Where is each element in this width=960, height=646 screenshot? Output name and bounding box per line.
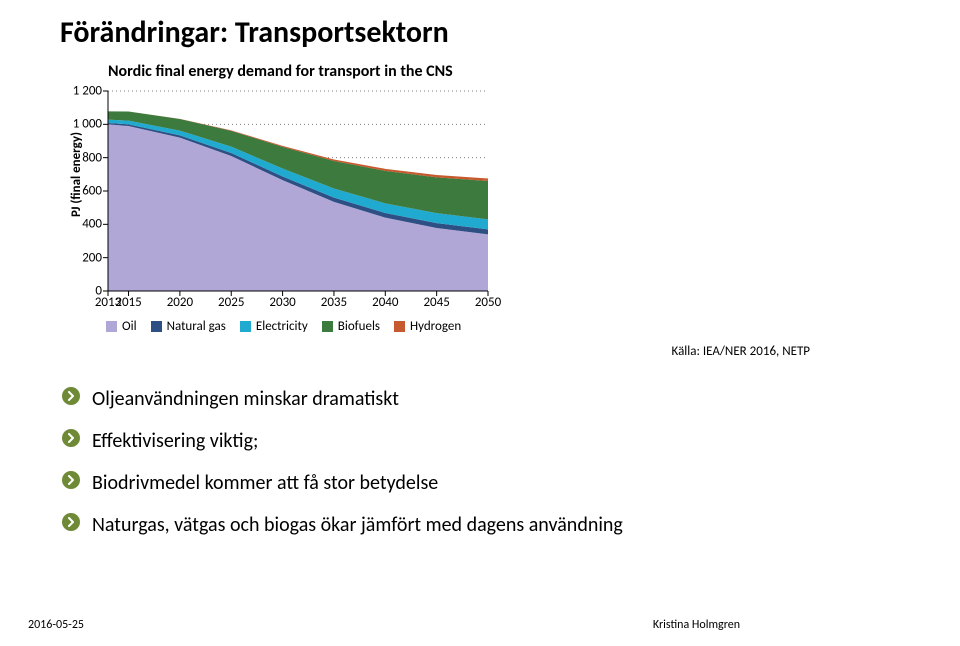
legend-item: Oil	[106, 319, 137, 334]
xtick-label: 2050	[475, 295, 501, 310]
bullet-item: Oljeanvändningen minskar dramatiskt	[62, 380, 623, 418]
xtick-label: 2035	[321, 295, 347, 310]
bullet-list: Oljeanvändningen minskar dramatiskt Effek…	[62, 380, 623, 548]
bullet-text: Effektivisering viktig;	[92, 422, 258, 460]
legend-label: Biofuels	[338, 319, 380, 334]
ytick-label: 1 000	[58, 117, 102, 132]
arrow-icon	[62, 387, 80, 405]
chart-legend: Oil Natural gas Electricity Biofuels Hydroge…	[106, 319, 538, 336]
legend-swatch	[394, 321, 405, 332]
legend-item: Natural gas	[151, 319, 226, 334]
xtick-label: 2015	[115, 295, 141, 310]
bullet-text: Naturgas, vätgas och biogas ökar jämfört…	[92, 506, 623, 544]
chart-ylabel: PJ (final energy)	[69, 132, 84, 217]
arrow-icon	[62, 513, 80, 531]
chart-title: Nordic final energy demand for transport…	[108, 62, 538, 81]
legend-swatch	[240, 321, 251, 332]
bullet-item: Effektivisering viktig;	[62, 422, 623, 460]
xtick-label: 2020	[167, 295, 193, 310]
ytick-label: 1 200	[58, 84, 102, 99]
ytick-label: 800	[58, 150, 102, 165]
legend-label: Electricity	[256, 319, 308, 334]
chart-plot	[108, 91, 488, 291]
legend-label: Oil	[122, 319, 137, 334]
footer-author: Kristina Holmgren	[653, 618, 740, 632]
chart-box: PJ (final energy) 02004006008001 0001 20…	[58, 83, 538, 343]
legend-item: Hydrogen	[394, 319, 461, 334]
arrow-icon	[62, 471, 80, 489]
chart-container: Nordic final energy demand for transport…	[58, 62, 538, 343]
bullet-item: Biodrivmedel kommer att få stor betydels…	[62, 464, 623, 502]
arrow-icon	[62, 429, 80, 447]
xtick-label: 2030	[269, 295, 295, 310]
legend-swatch	[151, 321, 162, 332]
xtick-label: 2025	[218, 295, 244, 310]
bullet-item: Naturgas, vätgas och biogas ökar jämfört…	[62, 506, 623, 544]
ytick-label: 200	[58, 250, 102, 265]
bullet-text: Oljeanvändningen minskar dramatiskt	[92, 380, 399, 418]
ytick-label: 600	[58, 184, 102, 199]
xtick-label: 2045	[423, 295, 449, 310]
xtick-label: 2040	[372, 295, 398, 310]
ytick-label: 400	[58, 217, 102, 232]
source-text: Källa: IEA/NER 2016, NETP	[672, 344, 810, 359]
legend-label: Natural gas	[167, 319, 226, 334]
bullet-text: Biodrivmedel kommer att få stor betydels…	[92, 464, 438, 502]
legend-swatch	[322, 321, 333, 332]
legend-swatch	[106, 321, 117, 332]
legend-item: Electricity	[240, 319, 308, 334]
slide-title: Förändringar: Transportsektorn	[60, 14, 449, 51]
legend-item: Biofuels	[322, 319, 380, 334]
legend-label: Hydrogen	[410, 319, 461, 334]
footer-date: 2016-05-25	[28, 618, 84, 632]
